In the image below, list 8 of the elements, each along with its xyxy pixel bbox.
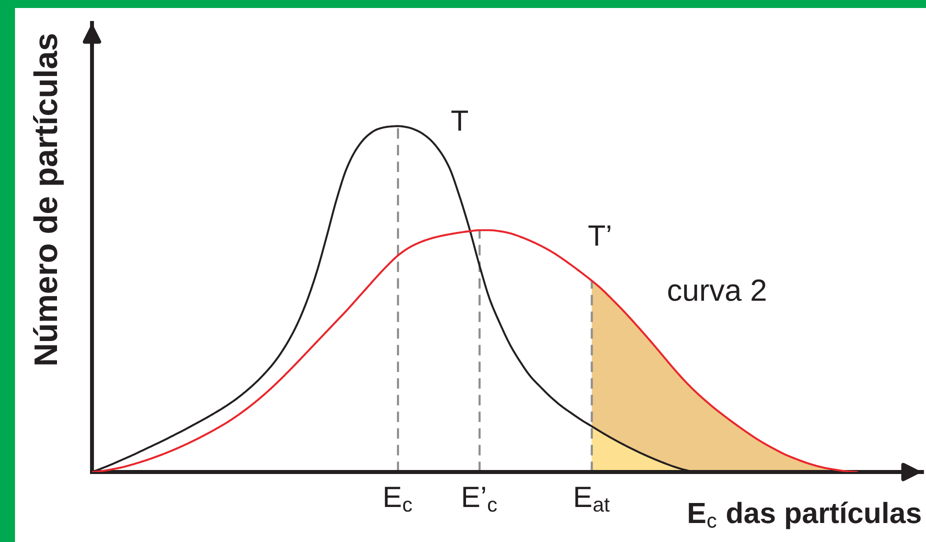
annotation: curva 2 <box>668 279 766 302</box>
x-axis-title: E$_{c}$ das partículas <box>688 502 921 530</box>
series-label: T <box>451 110 468 131</box>
x-tick-label: E’$_{c}$ <box>463 486 497 512</box>
series-label: T’ <box>588 226 610 246</box>
x-tick-label: E$_{c}$ <box>384 486 412 512</box>
x-tick-label: E$_{at}$ <box>575 486 610 512</box>
y-axis-title: Número de partículas <box>33 34 64 364</box>
